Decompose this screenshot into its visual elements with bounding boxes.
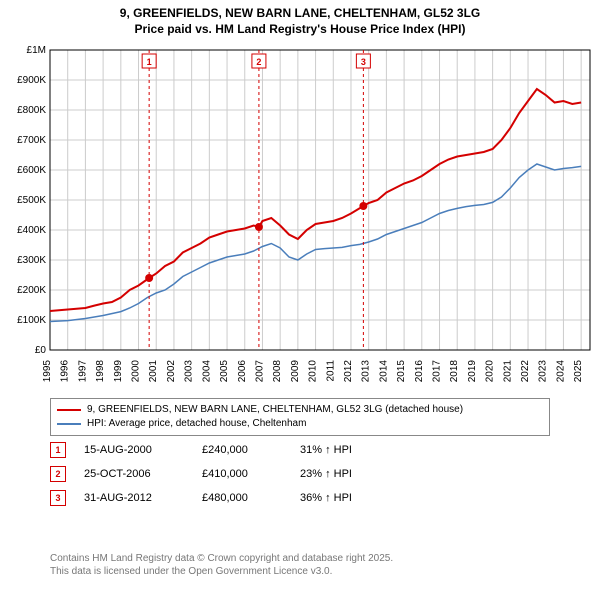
svg-text:1999: 1999 [113,360,124,383]
svg-text:2011: 2011 [325,360,336,382]
svg-text:2003: 2003 [184,360,195,383]
sale-marker-2: 2 [50,466,66,482]
sale-row-1: 1 15-AUG-2000 £240,000 31% ↑ HPI [50,442,550,458]
sale-marker-1: 1 [50,442,66,458]
chart-container: 9, GREENFIELDS, NEW BARN LANE, CHELTENHA… [0,0,600,590]
title-line2: Price paid vs. HM Land Registry's House … [0,22,600,38]
sale-price-3: £480,000 [202,492,282,504]
svg-text:1996: 1996 [60,360,71,383]
svg-text:2001: 2001 [148,360,159,383]
svg-text:£200K: £200K [17,285,46,296]
svg-text:1997: 1997 [77,360,88,383]
svg-text:2015: 2015 [396,360,407,383]
svg-text:2018: 2018 [449,360,460,383]
svg-text:2021: 2021 [502,360,513,383]
svg-text:£300K: £300K [17,255,46,266]
svg-text:£100K: £100K [17,315,46,326]
svg-text:2: 2 [256,57,261,67]
legend-row-1: 9, GREENFIELDS, NEW BARN LANE, CHELTENHA… [57,403,543,417]
svg-text:2013: 2013 [361,360,372,383]
svg-text:1: 1 [147,57,152,67]
sale-hpi-3: 36% ↑ HPI [300,492,400,504]
svg-text:2016: 2016 [414,360,425,383]
chart-area: £0 £100K £200K £300K £400K £500K £600K £700K £80… [0,40,600,390]
sale-price-1: £240,000 [202,444,282,456]
sale-date-1: 15-AUG-2000 [84,444,184,456]
sale-hpi-2: 23% ↑ HPI [300,468,400,480]
legend-label-1: 9, GREENFIELDS, NEW BARN LANE, CHELTENHA… [87,403,463,417]
svg-text:2012: 2012 [343,360,354,383]
svg-text:2023: 2023 [538,360,549,383]
sale-date-3: 31-AUG-2012 [84,492,184,504]
svg-text:2010: 2010 [308,360,319,383]
svg-text:2019: 2019 [467,360,478,383]
legend-swatch-2 [57,423,81,425]
footer-line1: Contains HM Land Registry data © Crown c… [50,552,393,565]
chart-title: 9, GREENFIELDS, NEW BARN LANE, CHELTENHA… [0,0,600,37]
svg-text:£900K: £900K [17,75,46,86]
svg-text:2007: 2007 [254,360,265,383]
sale-row-3: 3 31-AUG-2012 £480,000 36% ↑ HPI [50,490,550,506]
svg-text:2009: 2009 [290,360,301,383]
footer-line2: This data is licensed under the Open Gov… [50,565,393,578]
title-line1: 9, GREENFIELDS, NEW BARN LANE, CHELTENHA… [0,6,600,22]
svg-text:£0: £0 [35,345,47,356]
chart-svg: £0 £100K £200K £300K £400K £500K £600K £700K £80… [0,40,600,390]
sale-marker-3: 3 [50,490,66,506]
sale-row-2: 2 25-OCT-2006 £410,000 23% ↑ HPI [50,466,550,482]
svg-text:1998: 1998 [95,360,106,383]
sale-hpi-1: 31% ↑ HPI [300,444,400,456]
svg-text:2005: 2005 [219,360,230,383]
svg-text:3: 3 [361,57,366,67]
svg-text:£800K: £800K [17,105,46,116]
svg-text:2014: 2014 [378,360,389,383]
svg-text:£400K: £400K [17,225,46,236]
svg-text:£1M: £1M [27,45,46,56]
svg-text:2017: 2017 [432,360,443,383]
svg-text:2024: 2024 [555,360,566,383]
footer: Contains HM Land Registry data © Crown c… [50,552,393,578]
legend-label-2: HPI: Average price, detached house, Chel… [87,417,306,431]
svg-text:2008: 2008 [272,360,283,383]
sales-table: 1 15-AUG-2000 £240,000 31% ↑ HPI 2 25-OC… [50,442,550,514]
legend-row-2: HPI: Average price, detached house, Chel… [57,417,543,431]
sale-price-2: £410,000 [202,468,282,480]
svg-text:2000: 2000 [131,360,142,383]
svg-text:2025: 2025 [573,360,584,383]
svg-text:2006: 2006 [237,360,248,383]
svg-text:1995: 1995 [42,360,53,383]
sale-date-2: 25-OCT-2006 [84,468,184,480]
svg-text:2004: 2004 [201,360,212,383]
svg-text:2020: 2020 [485,360,496,383]
legend: 9, GREENFIELDS, NEW BARN LANE, CHELTENHA… [50,398,550,436]
svg-text:£700K: £700K [17,135,46,146]
svg-text:£500K: £500K [17,195,46,206]
svg-text:2022: 2022 [520,360,531,383]
svg-text:£600K: £600K [17,165,46,176]
legend-swatch-1 [57,409,81,411]
svg-text:2002: 2002 [166,360,177,383]
